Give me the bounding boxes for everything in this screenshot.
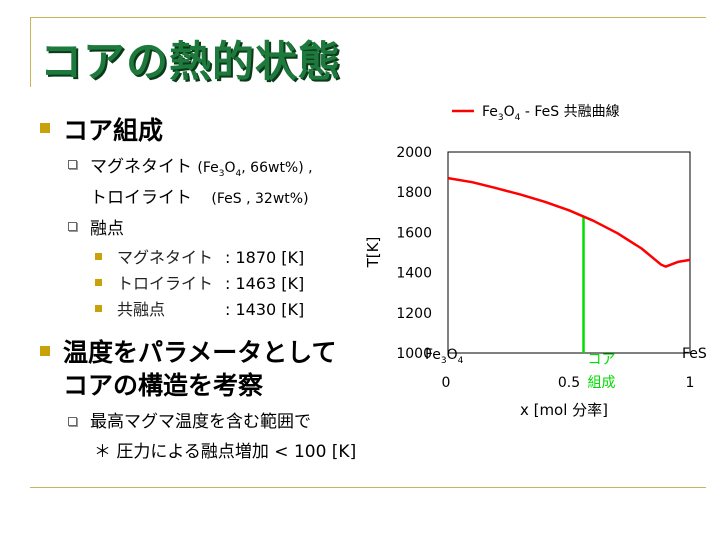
- troilite-detail: (FeS , 32wt%): [211, 191, 309, 207]
- x-tick-label: 0: [442, 375, 451, 391]
- top-rule: [30, 17, 706, 18]
- x-tick-label: 0.5: [558, 375, 580, 391]
- troilite-composition: トロイライト (FeS , 32wt%): [90, 183, 309, 208]
- y-tick-label: 1600: [396, 225, 432, 241]
- bullet-core-composition: コア組成: [63, 116, 164, 145]
- troilite-label: トロイライト: [90, 188, 192, 208]
- x-tick-label: 1: [686, 375, 695, 391]
- mp-item-magnetite: マグネタイト: 1870 [K]: [117, 248, 305, 267]
- max-temp-note: 最高マグマ温度を含む範囲で: [90, 412, 311, 432]
- sub-bullet-square: [68, 417, 77, 426]
- y-tick-label: 2000: [396, 145, 432, 161]
- sub-bullet-square: [68, 160, 77, 169]
- y-axis: 2000 1800 1600 1400 1200 1000: [396, 145, 432, 362]
- x-axis: 0 0.5 1: [442, 375, 695, 391]
- mp-bullet: [95, 253, 102, 260]
- x-end-left-label: Fe3O4: [425, 347, 464, 366]
- slide-title: コアの熱的状態: [40, 37, 342, 86]
- series-line-eutectic: [447, 176, 691, 268]
- y-tick-label: 1200: [396, 306, 432, 322]
- bottom-rule: [30, 487, 706, 488]
- chart-series: [447, 176, 691, 268]
- sub-bullet-square: [68, 222, 77, 231]
- y-tick-label: 1800: [396, 185, 432, 201]
- core-composition-label-line1: コア: [588, 352, 616, 368]
- bullet-square: [40, 123, 50, 133]
- magnetite-composition: マグネタイト (Fe3O4, 66wt%) ,: [90, 152, 313, 179]
- core-composition-label-line2: 組成: [588, 375, 616, 391]
- structure-line2: コアの構造を考察: [63, 371, 264, 400]
- legend-text: Fe3O4 - FeS 共融曲線: [482, 104, 620, 123]
- y-axis-label: T[K]: [364, 237, 382, 269]
- magnetite-label: マグネタイト: [90, 157, 192, 177]
- plot-area: [447, 151, 691, 354]
- left-rule: [30, 17, 31, 87]
- mp-item-eutectic: 共融点: 1430 [K]: [117, 300, 305, 319]
- mp-bullet: [95, 279, 102, 286]
- bullet-square: [40, 346, 50, 356]
- x-end-right-label: FeS: [682, 346, 707, 362]
- x-axis-label: x [mol 分率]: [520, 401, 608, 419]
- mp-bullet: [95, 305, 102, 312]
- y-tick-label: 1400: [396, 266, 432, 282]
- structure-line1: 温度をパラメータとして: [63, 338, 337, 367]
- magnetite-detail: (Fe3O4, 66wt%) ,: [197, 160, 313, 179]
- chart-legend: Fe3O4 - FeS 共融曲線: [452, 104, 620, 123]
- core-composition-marker: コア組成: [582, 216, 616, 391]
- pressure-note: ＊ 圧力による融点増加 < 100 [K]: [94, 442, 357, 462]
- melting-point-heading: 融点: [90, 219, 124, 239]
- y-tick-label: 1000: [396, 346, 432, 362]
- mp-item-troilite: トロイライト: 1463 [K]: [117, 274, 305, 293]
